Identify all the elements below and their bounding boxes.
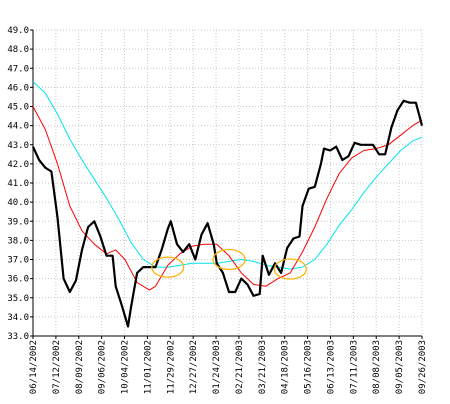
y-tick-label: 46.0 bbox=[7, 83, 29, 93]
crossover-ellipse bbox=[151, 256, 185, 278]
y-tick-label: 36.0 bbox=[7, 275, 29, 285]
series-line-price bbox=[32, 99, 424, 328]
x-tick-label: 10/04/2002 bbox=[121, 340, 131, 394]
y-tick-label: 49.0 bbox=[7, 26, 29, 36]
series-line-short-average bbox=[32, 106, 423, 291]
x-tick-label: 03/21/2003 bbox=[258, 340, 268, 394]
x-tick-label: 06/14/2002 bbox=[29, 340, 39, 394]
y-tick-label: 45.0 bbox=[7, 103, 29, 113]
x-tick-label: 09/06/2002 bbox=[98, 340, 108, 394]
x-tick-labels: 06/14/2002 07/12/2002 08/09/2002 09/06/2002… bbox=[29, 340, 428, 394]
x-tick-label: 01/24/2003 bbox=[212, 340, 222, 394]
axes bbox=[30, 29, 423, 339]
y-tick-label: 41.0 bbox=[7, 179, 29, 189]
x-tick-label: 12/27/2002 bbox=[189, 340, 199, 394]
x-tick-label: 02/21/2003 bbox=[235, 340, 245, 394]
y-tick-label: 40.0 bbox=[7, 198, 29, 208]
x-tick-label: 08/08/2003 bbox=[372, 340, 382, 394]
y-tick-label: 47.0 bbox=[7, 64, 29, 74]
x-tick-label: 07/12/2002 bbox=[52, 340, 62, 394]
crossover-ellipse bbox=[273, 258, 307, 280]
grid bbox=[32, 29, 423, 337]
y-tick-label: 34.0 bbox=[7, 313, 29, 323]
y-tick-label: 38.0 bbox=[7, 236, 29, 246]
x-tick-label: 11/01/2002 bbox=[143, 340, 153, 394]
x-tick-label: 06/13/2003 bbox=[326, 340, 336, 394]
y-tick-label: 43.0 bbox=[7, 141, 29, 151]
y-tick-label: 42.0 bbox=[7, 160, 29, 170]
y-tick-label: 39.0 bbox=[7, 217, 29, 227]
x-tick-label: 08/09/2002 bbox=[75, 340, 85, 394]
y-tick-label: 44.0 bbox=[7, 122, 29, 132]
x-tick-label: 04/18/2003 bbox=[281, 340, 291, 394]
y-tick-labels: 33.0 34.0 35.0 36.0 37.0 38.0 39.0 40.0 41.0 42.0… bbox=[7, 26, 29, 342]
y-tick-label: 33.0 bbox=[7, 332, 29, 342]
x-tick-label: 11/29/2002 bbox=[166, 340, 176, 394]
series-line-long-average bbox=[32, 81, 423, 270]
series bbox=[32, 81, 424, 328]
x-tick-label: 09/26/2003 bbox=[418, 340, 428, 394]
annotations bbox=[151, 248, 307, 280]
y-tick-label: 35.0 bbox=[7, 294, 29, 304]
x-tick-label: 09/05/2003 bbox=[395, 340, 405, 394]
y-tick-label: 48.0 bbox=[7, 45, 29, 55]
crossover-ellipse bbox=[212, 248, 246, 271]
x-tick-label: 07/11/2003 bbox=[349, 340, 359, 394]
x-tick-label: 05/16/2003 bbox=[304, 340, 314, 394]
y-tick-label: 37.0 bbox=[7, 256, 29, 266]
